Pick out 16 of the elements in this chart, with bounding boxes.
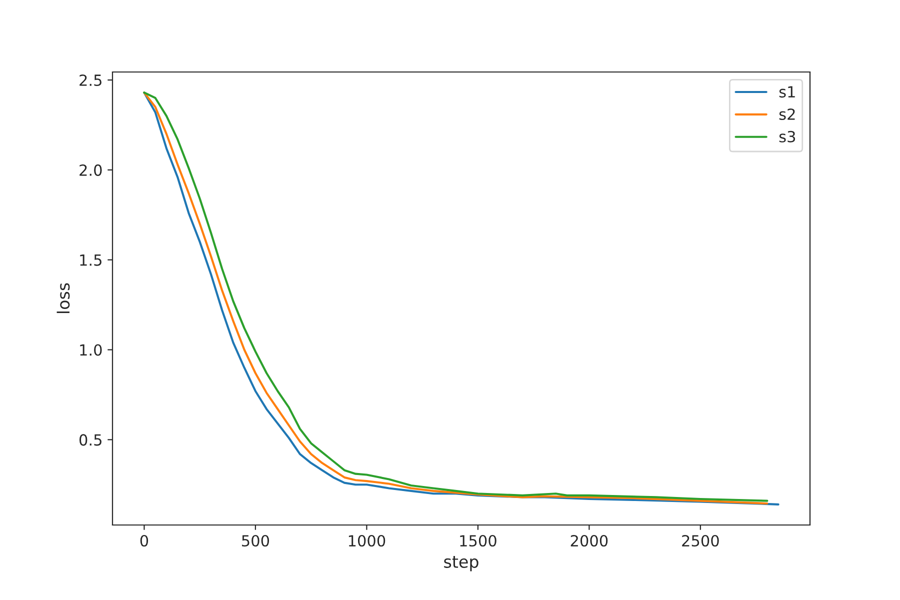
y-tick-label: 2.5 bbox=[80, 74, 102, 86]
y-axis-title: loss bbox=[56, 283, 70, 314]
y-tick-label: 0.5 bbox=[79, 434, 102, 446]
x-tick-label: 500 bbox=[242, 534, 270, 547]
legend-label: s1 bbox=[779, 86, 795, 98]
x-tick-label: 2500 bbox=[682, 534, 719, 547]
legend-label: s3 bbox=[779, 130, 796, 142]
y-tick-label: 2.0 bbox=[80, 164, 102, 176]
x-axis-title: step bbox=[444, 556, 478, 572]
legend-label: s2 bbox=[779, 108, 795, 120]
x-tick-label: 1500 bbox=[460, 534, 496, 547]
x-tick-label: 2000 bbox=[570, 534, 608, 547]
x-tick-label: 1000 bbox=[348, 534, 386, 547]
y-tick-label: 1.5 bbox=[80, 254, 102, 266]
y-tick-label: 1.0 bbox=[80, 344, 102, 356]
x-tick-label: 0 bbox=[140, 534, 148, 547]
